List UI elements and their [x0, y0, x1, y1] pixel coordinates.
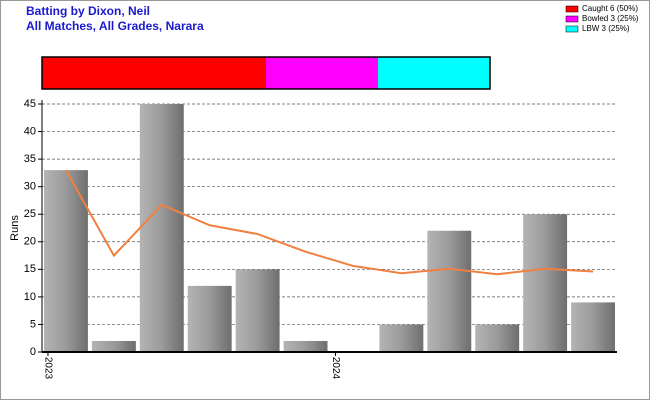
bar: [187, 285, 232, 352]
segment: [42, 57, 266, 89]
bar: [475, 324, 520, 352]
y-tick-label: 40: [24, 125, 36, 137]
bar: [571, 302, 615, 352]
legend-label: LBW 3 (25%): [582, 24, 630, 33]
bar: [91, 340, 136, 352]
legend-swatch: [565, 25, 579, 33]
y-tick-label: 30: [24, 181, 36, 193]
segment-border: [41, 56, 491, 90]
bar: [44, 170, 88, 352]
legend-swatch: [565, 15, 579, 23]
bar: [283, 340, 328, 352]
bar: [235, 269, 280, 352]
bar: [523, 214, 568, 352]
y-tick-label: 10: [24, 291, 36, 303]
legend-swatch: [565, 5, 579, 13]
y-tick-label: 45: [24, 98, 36, 110]
bar: [379, 324, 424, 352]
legend-label: Bowled 3 (25%): [582, 14, 639, 23]
legend-label: Caught 6 (50%): [582, 4, 638, 13]
y-tick-label: 25: [24, 208, 36, 220]
chart-subtitle: All Matches, All Grades, Narara: [26, 19, 204, 33]
y-tick-label: 0: [30, 346, 36, 358]
trend-line: [65, 169, 594, 276]
y-tick-label: 35: [24, 153, 36, 165]
bar: [139, 104, 184, 352]
chart-title: Batting by Dixon, Neil: [26, 4, 150, 18]
y-tick-label: 15: [24, 263, 36, 275]
y-axis-label: Runs: [9, 215, 21, 241]
bar: [427, 230, 472, 352]
x-tick-label: 2023: [42, 357, 53, 380]
x-tick-label: 2024: [330, 357, 341, 380]
segment: [378, 57, 490, 89]
y-tick-label: 20: [24, 236, 36, 248]
segment: [266, 57, 378, 89]
y-tick-label: 5: [30, 318, 36, 330]
